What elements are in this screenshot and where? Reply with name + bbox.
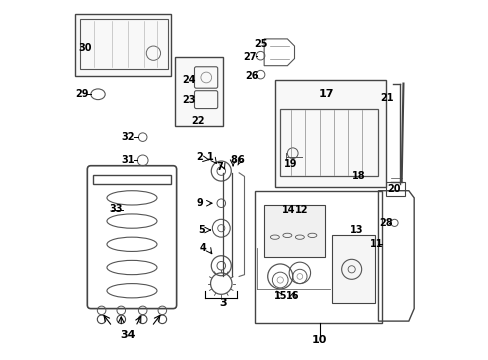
Bar: [331, 235, 374, 303]
Text: 18: 18: [351, 171, 365, 181]
Text: 11: 11: [369, 239, 383, 249]
Text: 20: 20: [386, 184, 400, 194]
Text: 32: 32: [122, 132, 135, 142]
Text: 29: 29: [75, 89, 88, 99]
Text: 33: 33: [109, 203, 122, 213]
Text: 12: 12: [294, 205, 308, 215]
Text: 19: 19: [284, 159, 297, 169]
Text: 24: 24: [182, 75, 196, 85]
Text: 21: 21: [380, 93, 393, 103]
Text: 3: 3: [219, 298, 226, 308]
Text: 26: 26: [244, 71, 258, 81]
Text: 14: 14: [282, 205, 295, 215]
Bar: [255, 191, 381, 323]
Text: 17: 17: [318, 89, 334, 99]
Text: 27: 27: [243, 52, 256, 62]
Text: 9: 9: [196, 198, 203, 208]
Text: 1: 1: [207, 152, 214, 162]
Text: 6: 6: [237, 156, 244, 165]
Text: 7: 7: [216, 162, 223, 172]
Bar: [75, 14, 171, 76]
Text: 4: 4: [200, 243, 206, 253]
Bar: [175, 57, 223, 126]
Text: 23: 23: [182, 95, 196, 105]
Text: 22: 22: [191, 116, 204, 126]
Text: 8: 8: [230, 156, 237, 165]
Text: 5: 5: [198, 225, 204, 235]
Text: 10: 10: [311, 335, 326, 345]
Bar: [274, 80, 385, 187]
Text: 2: 2: [196, 152, 203, 162]
Bar: [385, 182, 405, 196]
Text: 31: 31: [122, 156, 135, 165]
Bar: [80, 19, 167, 69]
Bar: [264, 205, 324, 257]
Text: 34: 34: [121, 330, 136, 341]
Text: 16: 16: [285, 291, 299, 301]
Bar: [93, 175, 171, 184]
Text: 13: 13: [349, 225, 363, 235]
Text: 30: 30: [79, 43, 92, 53]
Bar: [280, 109, 378, 176]
Text: 15: 15: [273, 291, 286, 301]
Text: 25: 25: [253, 39, 267, 49]
Text: 28: 28: [378, 218, 391, 228]
